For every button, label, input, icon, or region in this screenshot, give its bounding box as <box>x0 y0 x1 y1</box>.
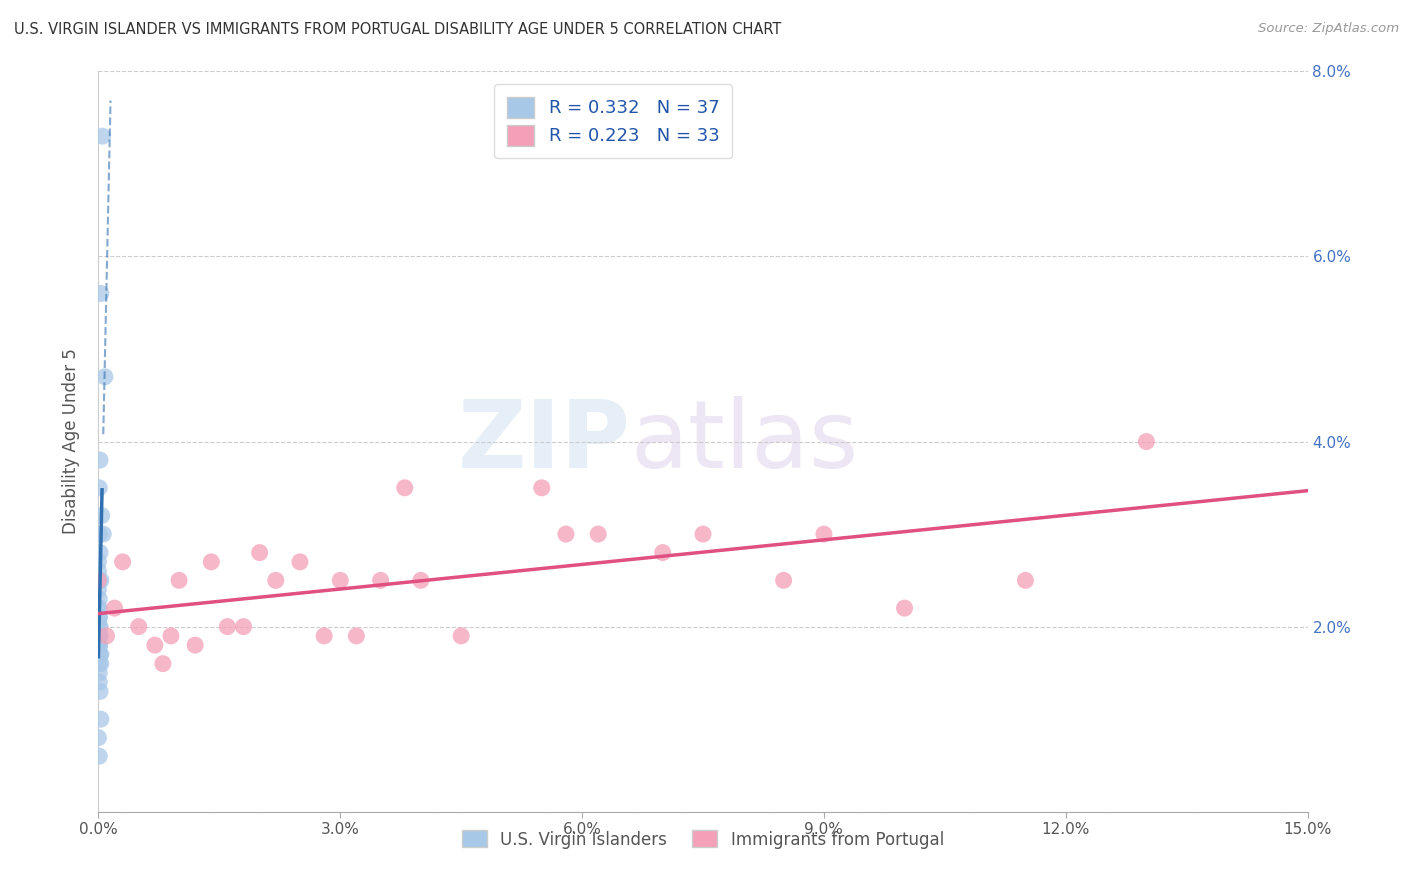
Point <box>89 574 111 588</box>
Point <box>111 555 134 569</box>
Point <box>90 508 112 523</box>
Point <box>89 648 111 662</box>
Point <box>89 453 111 467</box>
Text: U.S. VIRGIN ISLANDER VS IMMIGRANTS FROM PORTUGAL DISABILITY AGE UNDER 5 CORRELAT: U.S. VIRGIN ISLANDER VS IMMIGRANTS FROM … <box>14 22 782 37</box>
Point <box>89 619 111 633</box>
Point <box>89 657 111 671</box>
Text: ZIP: ZIP <box>457 395 630 488</box>
Text: atlas: atlas <box>630 395 859 488</box>
Point <box>450 629 472 643</box>
Point <box>555 527 578 541</box>
Point <box>586 527 609 541</box>
Point <box>89 545 111 560</box>
Point <box>152 657 174 671</box>
Point <box>90 657 112 671</box>
Point <box>184 638 207 652</box>
Point <box>89 638 111 652</box>
Point <box>87 574 110 588</box>
Point <box>89 591 111 606</box>
Point <box>89 638 111 652</box>
Point <box>167 574 190 588</box>
Point <box>1014 574 1036 588</box>
Point <box>87 731 110 745</box>
Point <box>813 527 835 541</box>
Point <box>370 574 392 588</box>
Point <box>89 638 111 652</box>
Point <box>89 749 111 764</box>
Point <box>394 481 416 495</box>
Point <box>89 527 111 541</box>
Point <box>314 629 336 643</box>
Point <box>772 574 794 588</box>
Point <box>89 481 111 495</box>
Point <box>217 619 239 633</box>
Point <box>128 619 150 633</box>
Point <box>89 629 111 643</box>
Point <box>409 574 432 588</box>
Point <box>87 555 110 569</box>
Point <box>329 574 352 588</box>
Point <box>232 619 254 633</box>
Point <box>90 648 112 662</box>
Point <box>249 545 271 560</box>
Point <box>200 555 222 569</box>
Point <box>87 564 110 578</box>
Point <box>90 712 112 726</box>
Point <box>530 481 553 495</box>
Point <box>90 286 112 301</box>
Point <box>89 629 111 643</box>
Point <box>143 638 166 652</box>
Point <box>89 610 111 624</box>
Point <box>94 369 117 384</box>
Point <box>160 629 183 643</box>
Legend: U.S. Virgin Islanders, Immigrants from Portugal: U.S. Virgin Islanders, Immigrants from P… <box>456 823 950 855</box>
Point <box>90 574 112 588</box>
Point <box>89 601 111 615</box>
Point <box>89 610 111 624</box>
Point <box>651 545 673 560</box>
Point <box>89 619 111 633</box>
Point <box>264 574 287 588</box>
Point <box>1135 434 1157 449</box>
Point <box>692 527 714 541</box>
Point <box>96 629 118 643</box>
Point <box>89 665 111 680</box>
Y-axis label: Disability Age Under 5: Disability Age Under 5 <box>62 349 80 534</box>
Text: Source: ZipAtlas.com: Source: ZipAtlas.com <box>1258 22 1399 36</box>
Point <box>893 601 915 615</box>
Point <box>87 601 110 615</box>
Point <box>288 555 311 569</box>
Point <box>89 629 111 643</box>
Point <box>87 582 110 597</box>
Point <box>89 684 111 698</box>
Point <box>91 527 114 541</box>
Point <box>89 675 111 690</box>
Point <box>103 601 125 615</box>
Point <box>344 629 367 643</box>
Point <box>91 129 114 144</box>
